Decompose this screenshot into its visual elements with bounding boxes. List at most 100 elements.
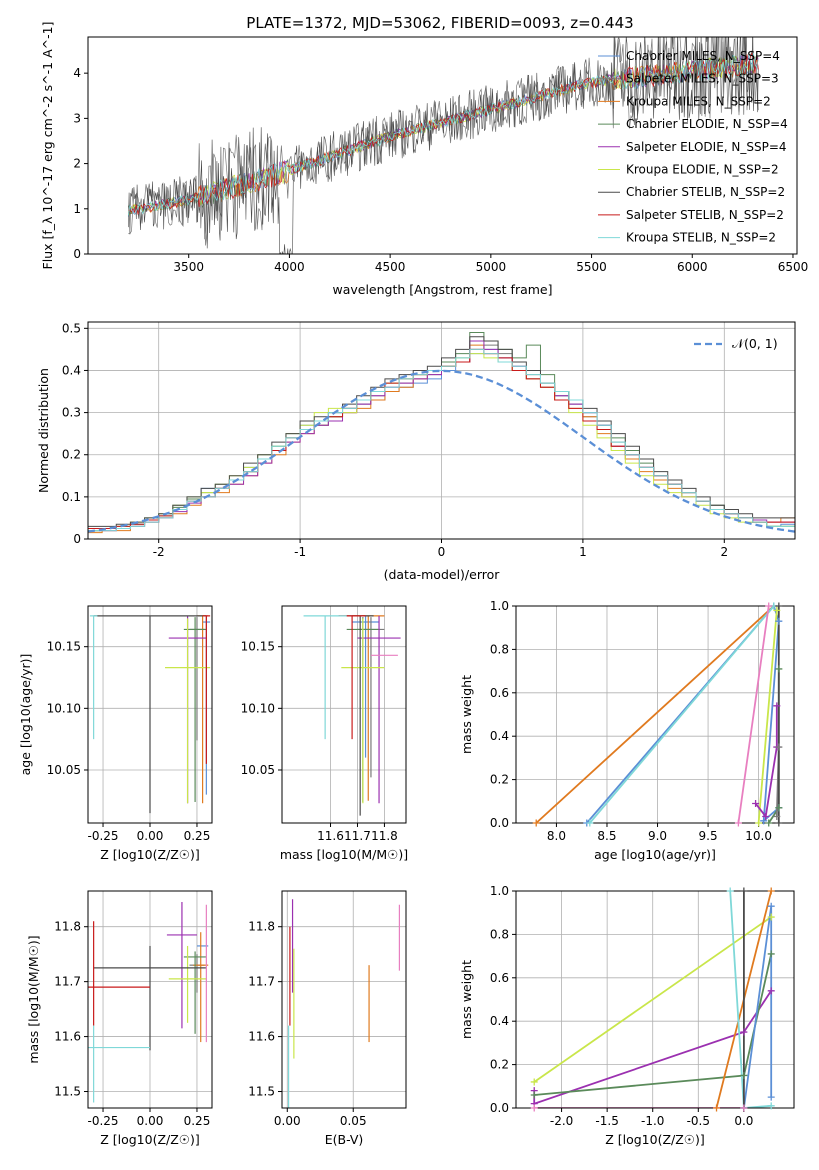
- weight-marker-kroupa-stelib: [586, 819, 594, 827]
- y-tick-label: 10.15: [47, 640, 81, 654]
- y-tick-label: 0.6: [490, 686, 509, 700]
- weight-marker-salpeter-miles: [775, 743, 783, 751]
- plot-area: [287, 899, 401, 1108]
- spectrum-panel: 3500 4000 4500 5000 5500 6000 6500 0 1 2 3 4 wavelen…: [40, 22, 809, 297]
- x-tick-label: 11.6: [317, 829, 344, 843]
- x-tick-label: 0.05: [340, 1114, 367, 1128]
- weight-marker-chabrier-miles: [760, 817, 768, 825]
- weight-marker-salpeter-elodie: [767, 987, 775, 995]
- weight-marker-kroupa-elodie: [773, 606, 781, 614]
- weight-marker-chabrier-miles: [767, 902, 775, 910]
- y-tick-label: 0.6: [490, 971, 509, 985]
- weight-line-kroupa-elodie: [533, 916, 772, 1083]
- y-axis-label: mass [log10(M/M☉)]: [26, 935, 41, 1063]
- y-tick-label: 10.05: [241, 763, 275, 777]
- spectrum-line-kroupa-miles: [127, 54, 759, 215]
- weight-marker-kroupa-elodie: [755, 819, 763, 827]
- y-tick-label: 3: [73, 111, 81, 125]
- x-tick-label: -1: [294, 545, 306, 559]
- x-axis-label: Z [log10(Z/Z☉)]: [100, 847, 200, 862]
- y-tick-label: 11.7: [54, 975, 81, 989]
- y-tick-label: 0.0: [490, 816, 509, 830]
- weight-line-kroupa-miles: [535, 606, 775, 823]
- legend-entry: Kroupa MILES, N_SSP=2: [626, 94, 771, 108]
- y-axis-label: Flux [f_λ 10^-17 erg cm^-2 s^-1 A^-1]: [40, 22, 55, 270]
- y-tick-label: 0.4: [62, 363, 81, 377]
- weight-marker-pink: [734, 819, 742, 827]
- weight-marker-salpeter-elodie: [762, 812, 770, 820]
- x-axis-label: Z [log10(Z/Z☉)]: [605, 1132, 705, 1147]
- axes-frame: [515, 605, 795, 824]
- x-tick-label: 9.5: [699, 829, 718, 843]
- x-tick-label: 11.8: [371, 829, 398, 843]
- axes-frame: [87, 36, 798, 255]
- mass-weight-vs-metallicity-panel: -2.0 -1.5 -1.0 -0.5 0.0 0.0 0.2 0.4 0.6 0.8 1.0 Z […: [459, 884, 795, 1147]
- spectrum-line-chabrier-stelib: [128, 37, 759, 254]
- weight-marker-chabrier-elodie: [775, 804, 783, 812]
- x-tick-label: 3500: [173, 260, 204, 274]
- weight-marker-salpeter-elodie: [773, 702, 781, 710]
- x-tick-label: 9.0: [648, 829, 667, 843]
- weight-marker-chabrier-miles: [767, 1093, 775, 1101]
- y-tick-label: 2: [73, 157, 81, 171]
- weight-marker-pink: [530, 1104, 538, 1112]
- weight-marker-chabrier-elodie: [765, 819, 773, 827]
- weight-marker-chabrier-elodie: [767, 950, 775, 958]
- legend-entry: Chabrier ELODIE, N_SSP=4: [626, 117, 788, 131]
- weight-line-chabrier-miles: [743, 906, 773, 1108]
- plot-area: [89, 615, 211, 814]
- legend-entry: Chabrier STELIB, N_SSP=2: [626, 185, 785, 199]
- weight-marker-chabrier-stelib: [775, 602, 783, 610]
- y-tick-label: 0: [73, 247, 81, 261]
- weight-marker-kroupa-elodie: [530, 1078, 538, 1086]
- weight-line-salpeter-elodie: [754, 705, 778, 819]
- y-tick-label: 0.4: [490, 1014, 509, 1028]
- x-axis-label: wavelength [Angstrom, rest frame]: [332, 282, 552, 297]
- x-tick-label: 6000: [677, 260, 708, 274]
- y-tick-label: 10.10: [47, 701, 81, 715]
- x-tick-label: 0.00: [137, 829, 164, 843]
- x-tick-label: -0.25: [87, 1114, 118, 1128]
- legend-entry: Kroupa STELIB, N_SSP=2: [626, 231, 776, 245]
- x-axis-label: Z [log10(Z/Z☉)]: [100, 1132, 200, 1147]
- legend-entry: Salpeter ELODIE, N_SSP=4: [626, 140, 787, 154]
- x-axis-label: (data-model)/error: [384, 567, 501, 582]
- y-tick-label: 10.05: [47, 763, 81, 777]
- y-tick-label: 11.8: [54, 920, 81, 934]
- weight-line-kroupa-stelib: [729, 891, 772, 1108]
- y-tick-label: 0.4: [490, 729, 509, 743]
- weight-marker-pink: [740, 1104, 748, 1112]
- y-tick-label: 11.5: [248, 1085, 275, 1099]
- y-tick-label: 0.2: [490, 773, 509, 787]
- y-tick-label: 0.2: [62, 448, 81, 462]
- plot-area: [88, 332, 795, 539]
- y-tick-label: 1.0: [490, 599, 509, 613]
- weight-marker-kroupa-miles: [767, 887, 775, 895]
- spectrum-line-salpeter-stelib: [128, 52, 759, 215]
- x-tick-label: -0.5: [687, 1114, 710, 1128]
- plot-area: [127, 37, 759, 254]
- weight-marker-kroupa-miles: [713, 1104, 721, 1112]
- y-tick-label: 11.6: [248, 1030, 275, 1044]
- x-tick-label: 0.0: [734, 1114, 753, 1128]
- weight-marker-chabrier-stelib: [775, 819, 783, 827]
- legend-entry: Kroupa ELODIE, N_SSP=2: [626, 163, 779, 177]
- legend-entry: Chabrier MILES, N_SSP=4: [626, 49, 780, 63]
- weight-marker-chabrier-miles: [775, 617, 783, 625]
- age-vs-metallicity-panel: -0.25 0.00 0.25 10.05 10.10 10.15 Z [log10(Z/Z…: [18, 605, 213, 862]
- x-tick-label: 8.5: [597, 829, 616, 843]
- y-tick-label: 0.8: [490, 927, 509, 941]
- y-tick-label: 0.3: [62, 406, 81, 420]
- x-tick-label: -2.0: [550, 1114, 573, 1128]
- y-tick-label: 11.7: [248, 975, 275, 989]
- x-tick-label: 6500: [778, 260, 809, 274]
- y-tick-label: 4: [73, 66, 81, 80]
- x-tick-label: 0.25: [184, 1114, 211, 1128]
- x-axis-label: mass [log10(M/M☉)]: [280, 847, 408, 862]
- weight-marker-chabrier-elodie: [530, 1091, 538, 1099]
- axes-frame: [281, 605, 407, 824]
- spectrum-line-kroupa-stelib: [127, 53, 759, 216]
- gaussian-reference-curve: [88, 369, 795, 533]
- mass-weight-vs-age-panel: 8.0 8.5 9.0 9.5 10.0 0.0 0.2 0.4 0.6 0.8 1.0 age [l…: [459, 599, 795, 862]
